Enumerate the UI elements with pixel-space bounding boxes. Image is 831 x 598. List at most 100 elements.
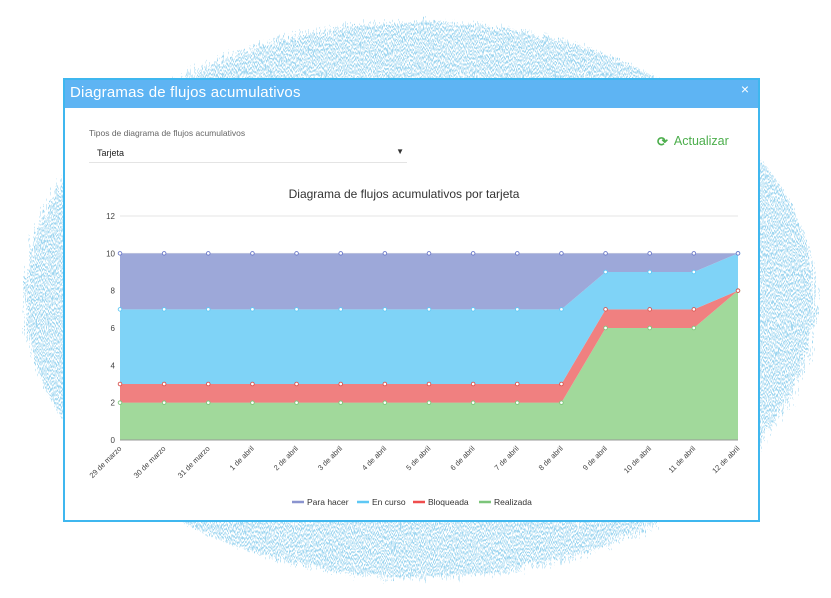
refresh-label: Actualizar	[673, 134, 729, 148]
point-para-hacer	[117, 251, 123, 256]
point-bloqueada	[559, 381, 564, 387]
point-bloqueada	[161, 381, 167, 387]
point-realizada	[426, 400, 432, 405]
point-realizada	[338, 400, 343, 405]
dialog-titlebar: Diagramas de flujos acumulativos ×	[65, 80, 758, 108]
point-realizada	[117, 400, 123, 405]
point-para-hacer	[735, 251, 741, 256]
point-en-curso	[161, 307, 167, 312]
point-realizada	[603, 325, 608, 331]
y-tick-label: 10	[106, 249, 115, 258]
point-bloqueada	[426, 381, 432, 387]
y-tick-label: 8	[111, 287, 116, 296]
point-para-hacer	[294, 251, 299, 256]
point-en-curso	[426, 307, 432, 312]
point-para-hacer	[559, 251, 564, 256]
point-realizada	[206, 400, 211, 405]
dialog-title: Diagramas de flujos acumulativos	[70, 84, 301, 101]
point-en-curso	[250, 307, 255, 312]
point-bloqueada	[117, 381, 123, 387]
legend-label: Bloqueada	[428, 497, 469, 507]
area-bloqueada	[120, 290, 738, 403]
point-realizada	[250, 400, 255, 405]
point-en-curso	[559, 307, 564, 312]
point-en-curso	[117, 307, 123, 312]
point-en-curso	[382, 307, 388, 312]
point-en-curso	[206, 307, 211, 312]
point-en-curso	[691, 269, 697, 275]
area-realizada	[120, 290, 738, 440]
point-bloqueada	[382, 381, 388, 387]
point-realizada	[691, 325, 697, 331]
point-para-hacer	[338, 251, 343, 256]
legend-label: Realizada	[494, 497, 532, 507]
y-tick-label: 4	[111, 361, 116, 370]
point-realizada	[470, 400, 476, 405]
point-en-curso	[603, 269, 608, 275]
point-en-curso	[647, 269, 652, 275]
point-realizada	[647, 325, 652, 331]
point-bloqueada	[735, 288, 741, 293]
point-para-hacer	[250, 251, 255, 256]
point-bloqueada	[338, 381, 343, 387]
point-en-curso	[515, 307, 520, 312]
y-tick-label: 6	[111, 324, 116, 333]
point-para-hacer	[603, 251, 608, 256]
legend-label: Para hacer	[307, 497, 349, 507]
x-tick-label: 11 de abril	[667, 444, 698, 475]
y-tick-label: 0	[111, 436, 116, 445]
x-tick-label: 10 de abril	[622, 444, 653, 475]
point-realizada	[161, 400, 167, 405]
area-en-curso	[120, 253, 738, 384]
point-bloqueada	[250, 381, 255, 387]
refresh-icon: ⟳	[657, 133, 668, 149]
point-bloqueada	[470, 381, 476, 387]
x-tick-label: 7 de abril	[493, 444, 521, 472]
point-para-hacer	[515, 251, 520, 256]
point-realizada	[382, 400, 388, 405]
point-en-curso	[338, 307, 343, 312]
y-tick-label: 2	[111, 399, 116, 408]
point-en-curso	[294, 307, 299, 312]
x-tick-label: 3 de abril	[316, 444, 344, 472]
point-realizada	[515, 400, 520, 405]
point-bloqueada	[294, 381, 299, 387]
point-para-hacer	[161, 251, 167, 256]
cumulative-flow-chart: Diagrama de flujos acumulativos por tarj…	[88, 187, 742, 507]
point-para-hacer	[691, 251, 697, 256]
point-para-hacer	[470, 251, 476, 256]
y-tick-label: 12	[106, 212, 115, 221]
point-para-hacer	[647, 251, 652, 256]
point-bloqueada	[603, 307, 608, 312]
point-en-curso	[470, 307, 476, 312]
refresh-button[interactable]: ⟳ Actualizar	[657, 134, 729, 148]
point-para-hacer	[426, 251, 432, 256]
point-bloqueada	[691, 307, 697, 312]
cumulative-flow-dialog: Diagramas de flujos acumulativos × Tipos…	[63, 78, 760, 522]
x-tick-label: 9 de abril	[581, 444, 609, 472]
close-icon[interactable]: ×	[740, 81, 750, 97]
x-tick-label: 4 de abril	[360, 444, 388, 472]
point-para-hacer	[382, 251, 388, 256]
point-para-hacer	[206, 251, 211, 256]
area-para-hacer	[120, 253, 738, 310]
x-tick-label: 8 de abril	[537, 444, 565, 472]
x-tick-label: 31 de marzo	[176, 444, 212, 480]
x-tick-label: 2 de abril	[272, 444, 300, 472]
diagram-type-select[interactable]: Tarjeta ▼	[89, 146, 407, 163]
x-tick-label: 5 de abril	[404, 444, 432, 472]
diagram-type-value: Tarjeta	[97, 148, 125, 158]
x-tick-label: 29 de marzo	[88, 444, 124, 480]
point-realizada	[294, 400, 299, 405]
chevron-down-icon: ▼	[396, 147, 404, 156]
x-tick-label: 6 de abril	[448, 444, 476, 472]
point-bloqueada	[206, 381, 211, 387]
point-bloqueada	[515, 381, 520, 387]
chart-title: Diagrama de flujos acumulativos por tarj…	[289, 187, 520, 201]
point-realizada	[559, 400, 564, 405]
x-tick-label: 30 de marzo	[132, 444, 168, 480]
x-tick-label: 1 de abril	[228, 444, 256, 472]
point-bloqueada	[647, 307, 652, 312]
diagram-type-label: Tipos de diagrama de flujos acumulativos	[89, 128, 246, 138]
legend-label: En curso	[372, 497, 406, 507]
